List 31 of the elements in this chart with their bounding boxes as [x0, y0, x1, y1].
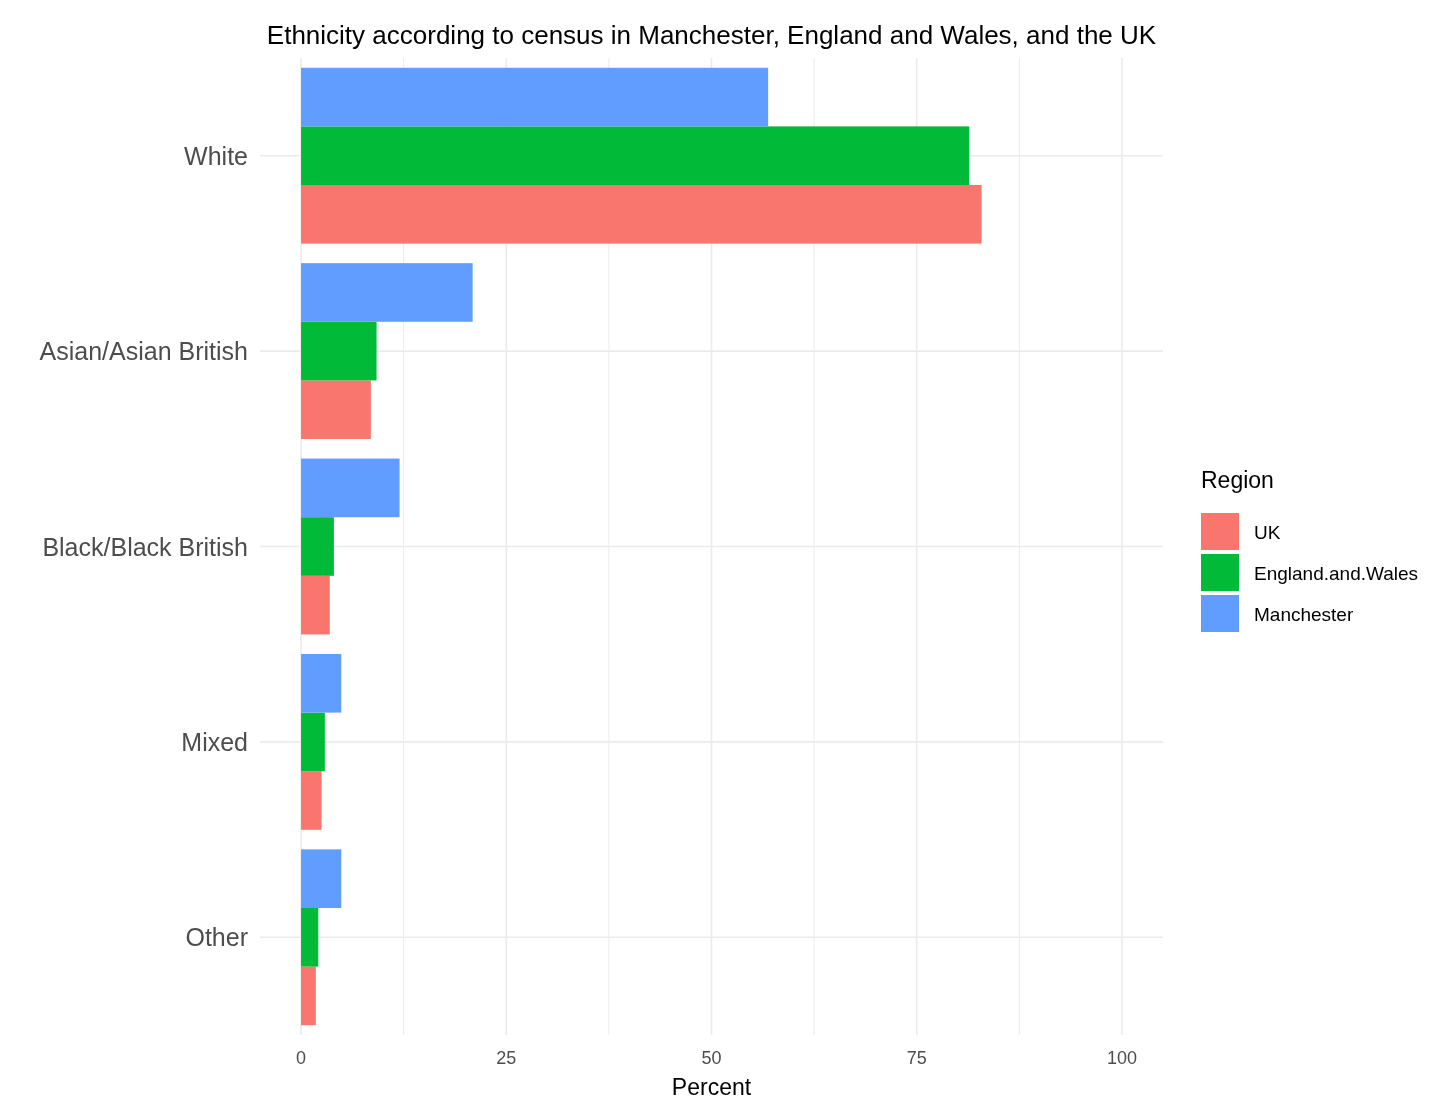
bar	[301, 966, 316, 1026]
legend-title: Region	[1201, 467, 1274, 493]
bar	[301, 380, 371, 440]
bar	[301, 849, 342, 908]
bar	[301, 907, 319, 967]
y-tick-label: Other	[185, 923, 248, 952]
x-tick-label: 75	[906, 1048, 927, 1068]
x-tick-label: 100	[1106, 1048, 1137, 1068]
y-tick-label: Asian/Asian British	[39, 337, 248, 366]
x-tick-label: 0	[296, 1048, 307, 1068]
bar	[301, 575, 330, 635]
legend-label: Manchester	[1254, 603, 1354, 625]
legend-label: England.and.Wales	[1254, 562, 1419, 584]
y-tick-label: White	[184, 141, 248, 170]
bar	[301, 653, 342, 713]
x-tick-label: 25	[496, 1048, 517, 1068]
bar	[301, 458, 400, 518]
bar	[301, 126, 970, 186]
bar	[301, 517, 334, 576]
bar	[301, 263, 473, 322]
y-tick-label: Mixed	[181, 727, 248, 756]
legend-label: UK	[1254, 521, 1281, 543]
x-axis-title: Percent	[671, 1074, 752, 1099]
y-tick-label: Black/Black British	[42, 532, 248, 561]
bar	[301, 771, 322, 830]
bar	[301, 67, 769, 127]
bar	[301, 321, 377, 381]
x-tick-label: 50	[701, 1048, 722, 1068]
bar	[301, 185, 982, 244]
chart-title: Ethnicity according to census in Manchester, England and Wales, and the UK	[266, 20, 1157, 50]
bar	[301, 712, 325, 772]
